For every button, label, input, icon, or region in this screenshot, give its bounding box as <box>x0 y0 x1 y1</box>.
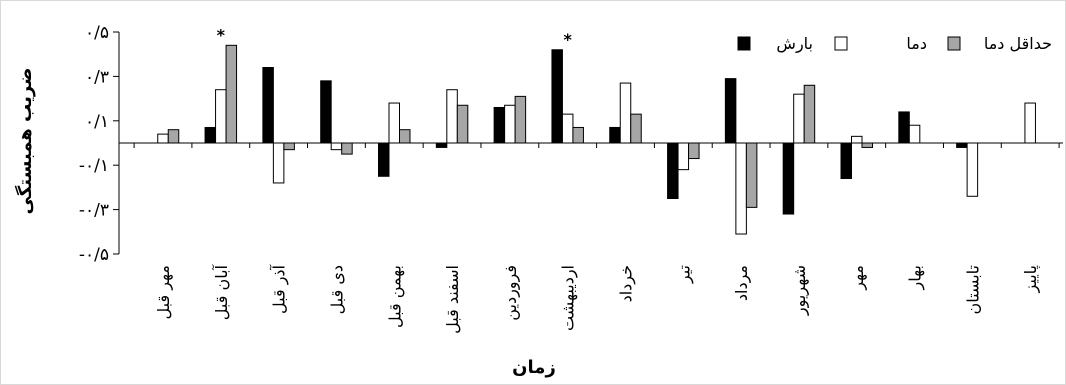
bar-series-3 <box>283 142 295 151</box>
bar-series-1 <box>898 111 910 144</box>
bar-series-2 <box>504 104 516 144</box>
bar-series-2 <box>388 102 400 144</box>
bar-series-2 <box>966 142 979 197</box>
legend-label: دما <box>906 34 927 53</box>
bar-series-1 <box>320 80 332 144</box>
bar-series-2 <box>851 135 863 144</box>
bar-series-1 <box>724 78 737 144</box>
legend-swatch <box>834 36 848 51</box>
y-axis-title: ضریب همبستگی <box>14 68 36 215</box>
y-tick-label: -۰/۳ <box>79 201 109 221</box>
x-category-label: مهر <box>848 265 868 291</box>
bar-series-2 <box>157 133 169 144</box>
bar-series-3 <box>514 95 527 144</box>
x-category-label: آذر قبل <box>270 263 290 314</box>
bar-series-2 <box>330 142 343 151</box>
category-labels: مهر قبل آبان قبل آذر قبل دی قبل بهمن قبل اسفن… <box>154 263 1041 334</box>
significance-marker: * <box>217 25 226 44</box>
x-category-label: آبان قبل <box>212 263 231 320</box>
x-category-label: شهریور <box>790 265 810 316</box>
x-category-label: اردیبهشت <box>559 265 579 331</box>
bar-series-2 <box>272 142 285 184</box>
legend-label: حداقل دما <box>984 34 1052 53</box>
x-category-label: فروردین <box>501 265 521 321</box>
x-category-label: خرداد <box>617 265 637 302</box>
bar-series-1 <box>551 49 563 144</box>
bar-series-1 <box>956 142 968 148</box>
bar-series-3 <box>167 129 180 144</box>
bar-series-3 <box>803 84 816 144</box>
legend-label: بارش <box>776 34 813 54</box>
bar-series-1 <box>493 106 506 144</box>
bar-series-1 <box>204 126 217 144</box>
bar-series-3 <box>341 142 353 155</box>
y-tick-label: -۰/۵ <box>79 245 109 265</box>
annotations: * * <box>217 25 573 48</box>
bar-series-1 <box>378 142 390 177</box>
y-tick-label: ۰/۳ <box>85 67 109 87</box>
bar-series-3 <box>572 126 584 144</box>
x-category-label: بهار <box>906 265 926 290</box>
axes <box>118 32 1063 254</box>
y-axis-ticks: ۰/۵ ۰/۳ ۰/۱ -۰/۱ -۰/۳ -۰/۵ <box>79 23 119 265</box>
bar-series-1 <box>667 142 679 199</box>
y-tick-label: ۰/۵ <box>85 23 109 43</box>
bar-series-2 <box>793 93 805 144</box>
bar-series-2 <box>735 142 747 235</box>
significance-marker: * <box>564 30 573 49</box>
bar-series-3 <box>456 104 469 144</box>
legend-swatch <box>947 36 961 51</box>
x-category-label: تیر <box>674 265 694 284</box>
bar-series-1 <box>262 67 274 144</box>
bar-series-2 <box>677 142 690 171</box>
x-category-label: مرداد <box>732 265 752 301</box>
bar-series-1 <box>609 126 621 144</box>
bar-series-3 <box>688 142 700 160</box>
bar-series-3 <box>630 113 642 144</box>
bar-series-3 <box>745 142 758 208</box>
bar-series-2 <box>446 89 458 144</box>
bars <box>157 44 1036 235</box>
legend: حداقل دما دما بارش <box>737 34 1052 54</box>
y-tick-label: -۰/۱ <box>79 156 109 176</box>
legend-swatch <box>737 36 751 51</box>
bar-series-2 <box>619 82 632 144</box>
y-tick-label: ۰/۱ <box>85 112 109 132</box>
x-category-label: پاییز <box>1021 265 1041 293</box>
bar-series-3 <box>399 129 411 144</box>
x-category-label: اسفند قبل <box>443 265 462 334</box>
bar-series-1 <box>782 142 795 215</box>
bar-series-2 <box>561 113 574 144</box>
bar-series-1 <box>840 142 852 180</box>
bar-series-2 <box>1024 102 1036 144</box>
x-category-label: مهر قبل <box>154 265 174 319</box>
bar-series-3 <box>225 44 238 144</box>
bar-series-2 <box>908 124 921 144</box>
bar-series-2 <box>215 89 227 144</box>
x-category-label: دی قبل <box>327 265 346 314</box>
x-axis-title: زمان <box>512 357 556 378</box>
bar-series-1 <box>435 142 448 148</box>
bar-series-3 <box>861 142 873 148</box>
x-category-label: بهمن قبل <box>385 265 405 328</box>
x-category-label: تابستان <box>963 265 982 315</box>
